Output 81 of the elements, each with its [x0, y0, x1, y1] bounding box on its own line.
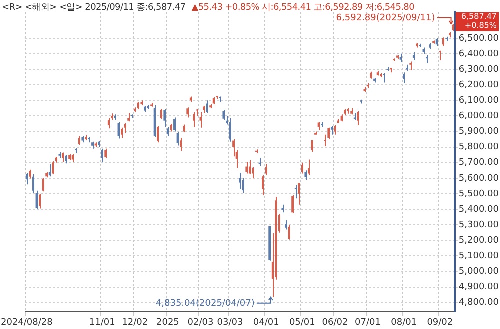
candlestick	[410, 61, 412, 71]
x-tick-label: 06/02	[322, 318, 348, 328]
candlestick	[36, 190, 38, 210]
x-tick-label: 04/01	[253, 318, 280, 328]
candlestick	[334, 125, 336, 136]
candlestick	[101, 148, 104, 163]
candlestick	[262, 174, 264, 196]
candlestick	[32, 174, 34, 194]
x-tick-label: 07/01	[355, 318, 381, 328]
candlestick	[232, 139, 235, 158]
candlestick	[383, 72, 386, 84]
y-tick-label: 6,400.00	[458, 49, 500, 60]
candlestick	[121, 127, 124, 138]
candlestick	[124, 122, 126, 134]
y-tick-label: 4,900.00	[458, 282, 500, 293]
candlestick	[268, 226, 271, 262]
candlestick	[42, 178, 44, 192]
y-tick-label: 5,100.00	[458, 252, 500, 262]
candlestick	[193, 112, 196, 128]
y-tick-label: 6,300.00	[458, 64, 500, 75]
candlestick	[186, 107, 189, 118]
candlestick	[174, 117, 176, 132]
y-tick-label: 5,700.00	[458, 158, 500, 168]
y-tick-label: 6,000.00	[458, 112, 500, 122]
candlestick	[104, 148, 107, 159]
candlestick	[166, 126, 169, 137]
y-tick-label: 6,500.00	[458, 34, 500, 44]
x-tick-label: 2025	[156, 318, 180, 328]
y-tick-label: 4,800.00	[458, 298, 500, 308]
candlestick	[26, 172, 28, 186]
candlestick	[292, 195, 294, 214]
x-tick-label: 12/02	[122, 318, 148, 328]
candlestick	[301, 162, 304, 174]
candlestick	[222, 109, 225, 121]
y-tick-label: 5,800.00	[458, 142, 500, 153]
candlestick	[160, 108, 162, 120]
candlestick	[265, 164, 268, 176]
chart-title: <R> <해외> <일> 2025/09/11 종:6,587.47	[2, 3, 186, 13]
candlestick	[176, 132, 179, 146]
x-tick-label: 05/01	[289, 318, 316, 328]
candlestick	[252, 167, 254, 179]
candlestick	[180, 137, 182, 152]
candlestick	[304, 170, 307, 180]
candlestick	[52, 160, 54, 176]
y-tick-label: 5,300.00	[458, 220, 500, 230]
y-tick-label: 5,200.00	[458, 236, 500, 246]
candlestick	[248, 160, 251, 176]
candlestick	[288, 224, 290, 240]
y-tick-label: 5,900.00	[458, 127, 500, 138]
candlestick	[229, 118, 232, 142]
candlestick	[246, 162, 248, 174]
x-tick-label: 09/02	[427, 318, 454, 328]
candlestick	[239, 172, 242, 190]
y-tick-label: 5,500.00	[458, 189, 500, 200]
chart-subtitle: ▲55.43 +0.85% 시:6,554.41 고:6,592.89 저:6,545.80	[192, 3, 415, 13]
y-tick-label: 5,000.00	[458, 267, 500, 278]
text: 6,587.47 +0.85%	[461, 12, 498, 30]
candlestick	[164, 108, 166, 128]
candlestick	[48, 164, 51, 178]
candlestick	[285, 220, 288, 230]
candlestick	[39, 193, 42, 210]
y-tick-label: 6,100.00	[458, 96, 500, 106]
candlestick	[157, 126, 160, 144]
candlestick	[108, 118, 110, 130]
x-tick-label: 08/01	[391, 318, 418, 328]
x-tick-label: 03/03	[217, 318, 244, 328]
candlestick	[206, 100, 208, 114]
candlestick	[294, 184, 297, 200]
candlestick	[357, 111, 360, 126]
x-tick-label: 2024/08/28	[1, 318, 54, 328]
annotation: 6,592.89(2025/09/11)	[336, 13, 436, 24]
candlestick	[439, 50, 442, 61]
candlestick	[308, 159, 310, 176]
y-tick-label: 6,200.00	[458, 80, 500, 90]
candlestick	[298, 182, 300, 206]
y-tick-label: 5,600.00	[458, 174, 500, 184]
annotation: 4,835.04(2025/04/07)	[156, 298, 255, 309]
candlestick	[403, 72, 406, 84]
x-tick-label: 11/01	[89, 318, 116, 328]
x-tick-label: 02/03	[188, 318, 214, 328]
y-tick-label: 5,400.00	[458, 204, 500, 215]
